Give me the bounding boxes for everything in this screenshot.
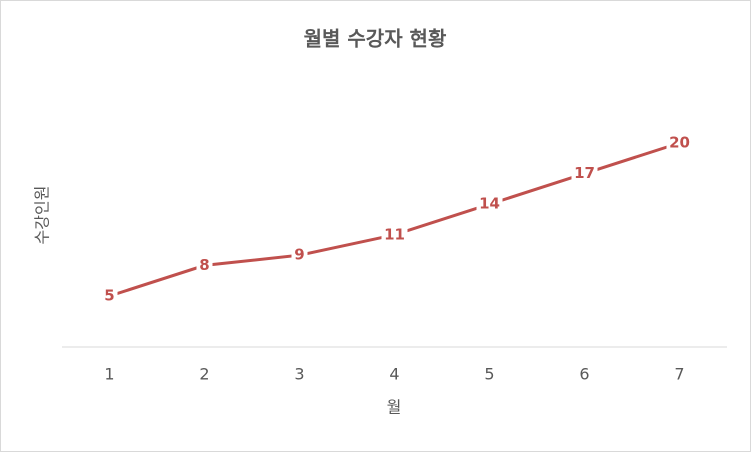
data-label-bg <box>381 224 408 245</box>
x-tick-label: 1 <box>104 365 114 384</box>
x-tick-label: 3 <box>294 365 304 384</box>
data-label: 5 <box>104 287 114 305</box>
x-axis-label: 월 <box>387 398 402 417</box>
x-tick-label: 2 <box>199 365 209 384</box>
chart-title: 월별 수강자 현황 <box>304 27 447 51</box>
data-label-bg <box>291 245 308 266</box>
data-label: 11 <box>384 225 405 243</box>
data-label-bg <box>476 194 503 215</box>
data-label: 9 <box>294 246 304 264</box>
data-label-bg <box>666 133 693 153</box>
x-tick-label: 6 <box>579 365 589 384</box>
data-label-bg <box>196 255 213 276</box>
data-label: 8 <box>199 256 209 274</box>
data-label: 14 <box>479 195 500 213</box>
x-tick-label: 4 <box>389 365 399 384</box>
x-tick-label: 7 <box>674 365 684 384</box>
data-label-bg <box>101 286 118 306</box>
y-axis-label: 수강인원 <box>33 186 52 245</box>
x-tick-label: 5 <box>484 365 494 384</box>
data-label-bg <box>571 163 598 184</box>
data-label: 17 <box>574 164 595 182</box>
data-label: 20 <box>669 134 690 152</box>
